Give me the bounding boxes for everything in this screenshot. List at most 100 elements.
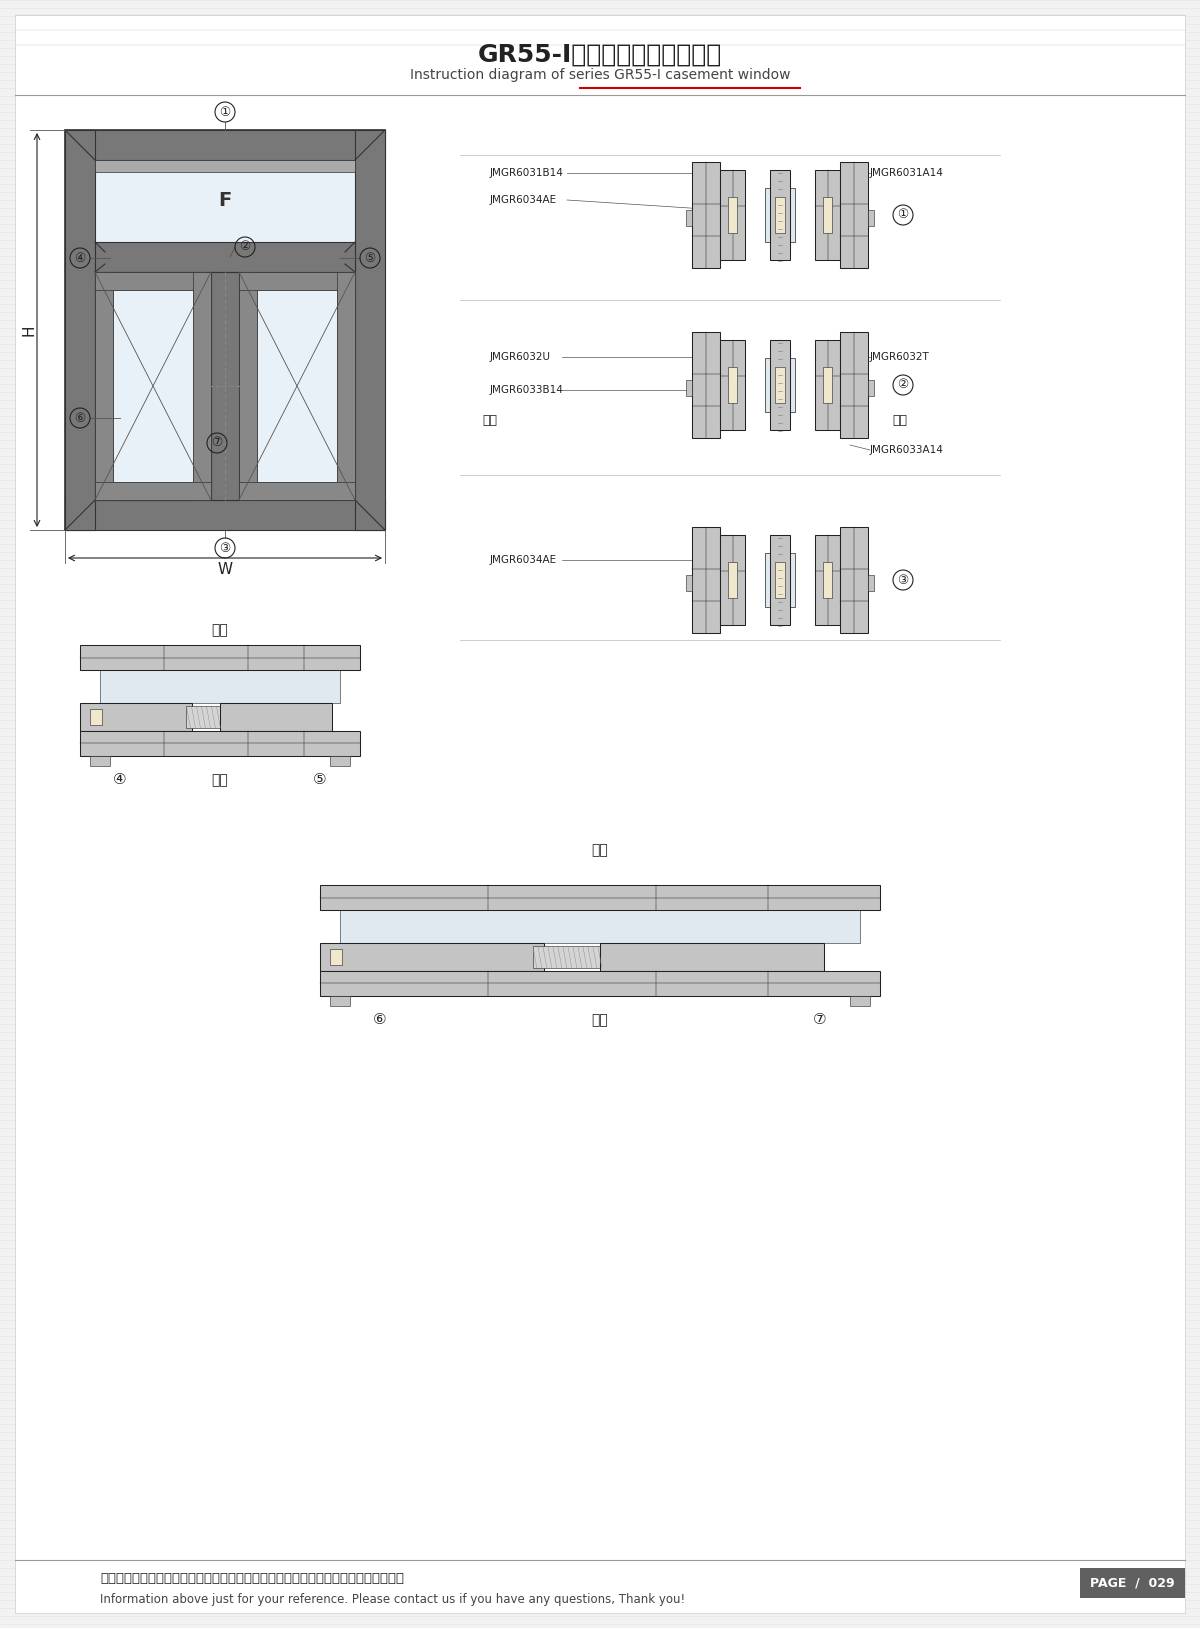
Bar xyxy=(100,671,340,703)
Text: ①: ① xyxy=(220,106,230,119)
Bar xyxy=(533,946,600,967)
Bar xyxy=(815,536,840,625)
Bar xyxy=(840,527,868,633)
Polygon shape xyxy=(239,482,355,500)
Text: ⑥: ⑥ xyxy=(74,412,85,425)
Bar xyxy=(770,536,790,625)
Bar xyxy=(320,970,880,995)
Bar xyxy=(815,340,840,430)
Polygon shape xyxy=(337,272,355,500)
Text: H: H xyxy=(22,324,36,335)
Bar xyxy=(775,562,785,597)
Bar xyxy=(686,379,692,396)
Bar xyxy=(728,562,737,597)
Text: ①: ① xyxy=(898,208,908,221)
Text: ③: ③ xyxy=(898,573,908,586)
Polygon shape xyxy=(193,272,211,500)
Text: ⑤: ⑤ xyxy=(313,773,326,788)
Polygon shape xyxy=(65,130,385,160)
Bar xyxy=(775,197,785,233)
Text: JMGR6034AE: JMGR6034AE xyxy=(490,195,557,205)
Bar xyxy=(80,703,192,731)
Text: ②: ② xyxy=(898,378,908,391)
Bar xyxy=(728,197,737,233)
Polygon shape xyxy=(95,160,355,173)
Bar xyxy=(80,645,360,671)
Bar xyxy=(320,886,880,910)
Bar xyxy=(692,527,720,633)
Bar xyxy=(823,197,832,233)
Bar xyxy=(766,358,796,412)
Bar xyxy=(686,210,692,226)
Bar xyxy=(720,169,745,260)
Text: 图中所示型材截面、装配、编号、尺寸及重量仅供参考。如有疑问，请向本公司查询。: 图中所示型材截面、装配、编号、尺寸及重量仅供参考。如有疑问，请向本公司查询。 xyxy=(100,1571,404,1584)
Bar xyxy=(840,163,868,269)
Polygon shape xyxy=(211,272,239,500)
Bar xyxy=(770,340,790,430)
Text: Instruction diagram of series GR55-I casement window: Instruction diagram of series GR55-I cas… xyxy=(409,68,791,81)
Polygon shape xyxy=(239,272,355,290)
Text: ⑦: ⑦ xyxy=(211,436,223,449)
Bar xyxy=(686,575,692,591)
Polygon shape xyxy=(355,130,385,531)
Bar xyxy=(823,366,832,404)
Bar xyxy=(720,536,745,625)
Bar xyxy=(90,708,102,724)
Text: ④: ④ xyxy=(74,251,85,264)
Bar xyxy=(728,366,737,404)
Text: JMGR6033A14: JMGR6033A14 xyxy=(870,444,944,454)
Text: 室外: 室外 xyxy=(893,414,907,427)
Text: ⑥: ⑥ xyxy=(373,1013,386,1027)
Bar xyxy=(330,755,350,765)
Bar xyxy=(868,210,874,226)
Text: ⑦: ⑦ xyxy=(814,1013,827,1027)
Bar xyxy=(766,554,796,607)
Polygon shape xyxy=(95,243,355,272)
Text: 室内: 室内 xyxy=(211,624,228,637)
Text: Information above just for your reference. Please contact us if you have any que: Information above just for your referenc… xyxy=(100,1594,685,1607)
Text: GR55-I隔热系列平开窗结构图: GR55-I隔热系列平开窗结构图 xyxy=(478,42,722,67)
Text: JMGR6034AE: JMGR6034AE xyxy=(490,555,557,565)
Bar xyxy=(330,949,342,965)
Bar xyxy=(90,755,110,765)
Text: JMGR6031B14: JMGR6031B14 xyxy=(490,168,564,177)
Polygon shape xyxy=(95,272,211,290)
Text: ②: ② xyxy=(239,241,251,254)
Text: 室外: 室外 xyxy=(592,1013,608,1027)
Text: F: F xyxy=(218,192,232,210)
Bar xyxy=(840,332,868,438)
Bar xyxy=(65,130,385,531)
Polygon shape xyxy=(95,482,211,500)
Text: ④: ④ xyxy=(113,773,127,788)
Bar xyxy=(330,995,350,1006)
Bar xyxy=(868,379,874,396)
Text: JMGR6033B14: JMGR6033B14 xyxy=(490,384,564,396)
Bar xyxy=(340,910,860,943)
Bar xyxy=(113,290,193,482)
Bar xyxy=(186,707,220,728)
Text: ⑤: ⑤ xyxy=(365,251,376,264)
Bar xyxy=(775,366,785,404)
Bar xyxy=(257,290,337,482)
Bar xyxy=(600,943,824,970)
Bar xyxy=(692,332,720,438)
Text: 室内: 室内 xyxy=(592,843,608,856)
Bar xyxy=(95,160,355,243)
Text: PAGE  /  029: PAGE / 029 xyxy=(1090,1576,1175,1589)
Polygon shape xyxy=(65,130,95,531)
Bar xyxy=(80,731,360,755)
Text: 室内: 室内 xyxy=(482,414,498,427)
Text: ③: ③ xyxy=(220,542,230,555)
Bar xyxy=(815,169,840,260)
Bar xyxy=(692,163,720,269)
Text: JMGR6032U: JMGR6032U xyxy=(490,352,551,361)
Bar xyxy=(1080,1568,1186,1599)
Polygon shape xyxy=(239,272,257,500)
Polygon shape xyxy=(65,500,385,531)
Bar xyxy=(823,562,832,597)
Polygon shape xyxy=(95,272,113,500)
Text: JMGR6031A14: JMGR6031A14 xyxy=(870,168,944,177)
Text: W: W xyxy=(217,563,233,578)
Bar xyxy=(320,943,544,970)
Bar xyxy=(868,575,874,591)
